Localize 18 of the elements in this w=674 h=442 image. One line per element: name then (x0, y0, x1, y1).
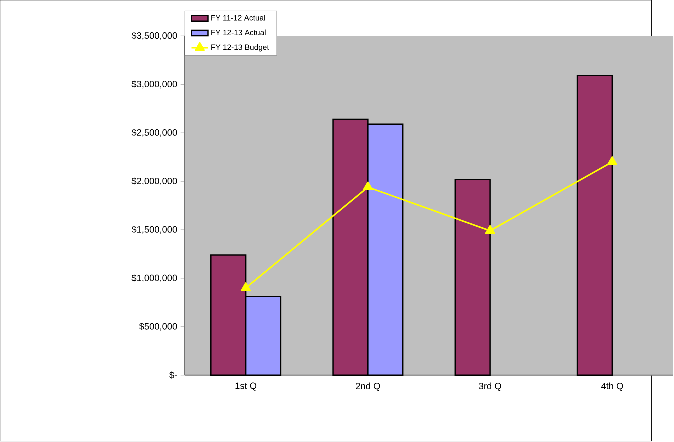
y-tick-label: $2,000,000 (132, 178, 178, 186)
bar (454, 179, 491, 376)
x-tick-label: 1st Q (236, 382, 257, 392)
point (241, 282, 252, 292)
y-tick-label: $1,500,000 (132, 226, 178, 234)
point (363, 182, 374, 191)
y-tick-label: $3,500,000 (132, 32, 178, 40)
x-tick-label: 4th Q (601, 382, 624, 392)
y-tick-label: $1,000,000 (132, 274, 178, 283)
y-tick-label: $3,000,000 (132, 80, 178, 89)
point (607, 156, 618, 166)
x-tick-label: 3rd Q (479, 382, 502, 392)
x-tick-label: 2nd Q (356, 382, 380, 392)
bar (576, 75, 614, 376)
y-tick-label: $- (170, 372, 178, 380)
y-tick-label: $500,000 (139, 323, 178, 332)
point (485, 226, 496, 234)
y-tick-label: $2,500,000 (132, 129, 178, 138)
